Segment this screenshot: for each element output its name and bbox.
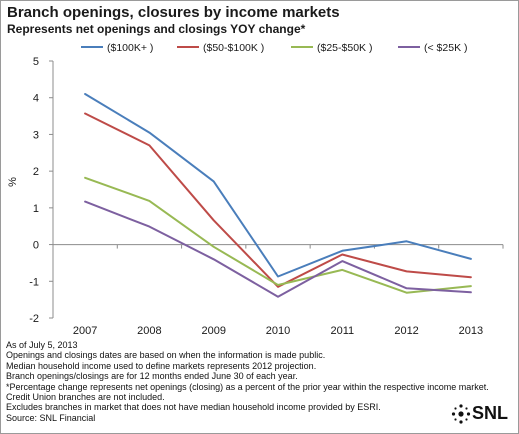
- note-line: Median household income used to define m…: [6, 360, 317, 371]
- y-tick-label: 3: [33, 129, 39, 141]
- chart-subtitle: Represents net openings and closings YOY…: [7, 22, 306, 36]
- legend-label: ($50-$100K ): [203, 42, 264, 54]
- line-chart: -2 -1 0 1 2 3 4 5 2007 2008 2009 2010 2011 2012 2013% (…: [7, 42, 504, 337]
- y-tick-label: -2: [29, 313, 39, 325]
- logo-text: SNL: [472, 403, 508, 423]
- x-tick-label: 2010: [266, 325, 290, 337]
- footnotes: As of July 5, 2013 Openings and closings…: [6, 340, 489, 423]
- x-tick-label: 2009: [201, 325, 225, 337]
- y-tick-label: 1: [33, 203, 39, 215]
- x-tick-label: 2008: [137, 325, 161, 337]
- note-line: Credit Union branches are not included.: [6, 392, 165, 403]
- note-line: *Percentage change represents net openin…: [6, 381, 489, 392]
- note-line: As of July 5, 2013: [6, 340, 78, 350]
- series-line: [84, 176, 472, 294]
- y-tick-label: 5: [33, 56, 39, 68]
- y-axis-label: %: [7, 177, 19, 187]
- y-tick-label: 0: [33, 240, 39, 252]
- series-line: [84, 112, 472, 288]
- x-tick-label: 2012: [394, 325, 418, 337]
- note-line: Source: SNL Financial: [6, 412, 96, 423]
- y-tick-label: -1: [29, 276, 39, 288]
- note-line: Excludes branches in market that does no…: [6, 402, 381, 413]
- x-tick-label: 2007: [73, 325, 97, 337]
- y-tick-label: 4: [33, 93, 39, 105]
- note-line: Openings and closings dates are based on…: [6, 350, 326, 361]
- legend-label: ($25-$50K ): [317, 42, 372, 54]
- snl-logo: SNL: [450, 402, 512, 426]
- note-line: Branch openings/closings are for 12 mont…: [6, 371, 298, 382]
- series-line: [84, 200, 472, 298]
- legend-label: (< $25K ): [424, 42, 467, 54]
- chart-title: Branch openings, closures by income mark…: [7, 4, 340, 21]
- x-tick-label: 2011: [330, 325, 354, 337]
- legend-label: ($100K+ ): [107, 42, 153, 54]
- x-tick-label: 2013: [459, 325, 483, 337]
- snl-sparkle-icon: [451, 404, 471, 424]
- y-tick-label: 2: [33, 166, 39, 178]
- series-line: [84, 93, 472, 278]
